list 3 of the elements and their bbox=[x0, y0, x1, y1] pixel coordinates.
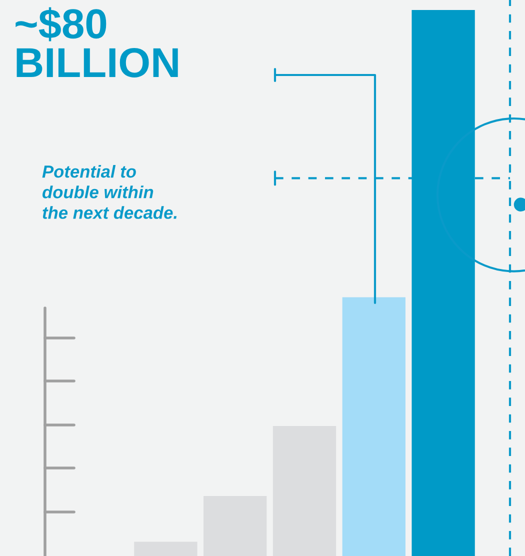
chart-title: ~$80 BILLION bbox=[16, 7, 178, 78]
bar bbox=[342, 297, 406, 556]
text: Potential to double within the next decade. bbox=[42, 165, 177, 219]
